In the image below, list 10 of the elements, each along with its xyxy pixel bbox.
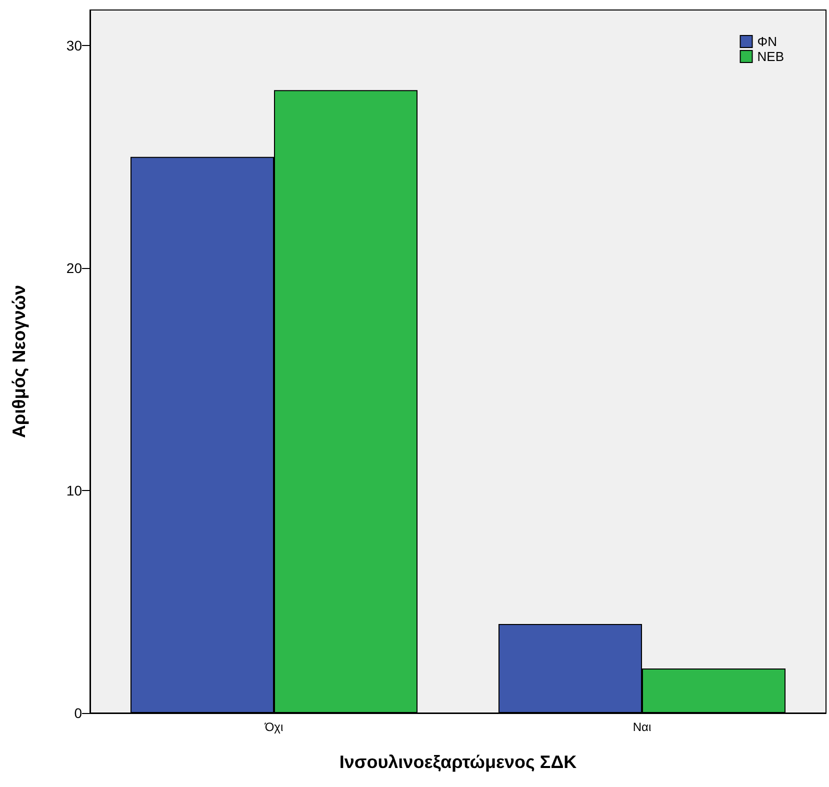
x-tick-label: Όχι xyxy=(264,720,284,734)
y-tick-label: 10 xyxy=(66,482,82,499)
x-tick-label: Ναι xyxy=(632,720,652,734)
y-tick-label: 30 xyxy=(66,38,82,54)
legend-label: ΦΝ xyxy=(757,34,778,49)
y-axis-title: Αριθμός Νεογνών xyxy=(9,284,29,438)
x-axis-title: Ινσουλινοεξαρτώμενος ΣΔΚ xyxy=(339,752,577,772)
legend-label: NEB xyxy=(757,49,784,64)
y-tick-label: 0 xyxy=(74,705,82,721)
y-tick-label: 20 xyxy=(66,260,82,276)
